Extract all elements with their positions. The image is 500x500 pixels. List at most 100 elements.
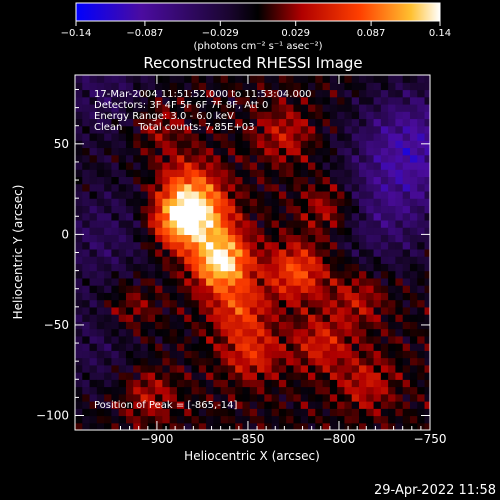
heatmap-cell: [206, 212, 214, 221]
heatmap-cell: [329, 343, 338, 351]
heatmap-cell: [96, 270, 105, 279]
heatmap-cell: [351, 292, 360, 301]
heatmap-cell: [380, 314, 389, 322]
heatmap-cell: [118, 263, 127, 272]
heatmap-cell: [337, 350, 346, 359]
heatmap-cell: [293, 111, 302, 120]
heatmap-cell: [286, 408, 295, 417]
heatmap-cell: [155, 350, 163, 359]
heatmap-cell: [169, 118, 178, 127]
heatmap-cell: [162, 118, 171, 127]
heatmap-cell: [257, 82, 265, 91]
heatmap-cell: [329, 248, 338, 257]
heatmap-cell: [140, 335, 149, 344]
heatmap-cell: [315, 335, 324, 344]
heatmap-cell: [249, 161, 258, 170]
heatmap-cell: [125, 234, 134, 243]
heatmap-cell: [133, 205, 142, 214]
heatmap-cell: [395, 350, 404, 359]
heatmap-cell: [278, 212, 287, 221]
heatmap-cell: [286, 328, 295, 337]
heatmap-cell: [424, 422, 430, 430]
colorbar-tick-label: −0.029: [202, 28, 239, 39]
heatmap-cell: [322, 125, 331, 134]
heatmap-cell: [242, 96, 251, 105]
heatmap-cell: [380, 154, 389, 163]
heatmap-cell: [169, 270, 178, 279]
heatmap-cell: [198, 350, 207, 359]
heatmap-cell: [264, 379, 273, 388]
heatmap-cell: [96, 169, 105, 178]
heatmap-cell: [242, 190, 251, 199]
heatmap-cell: [155, 285, 163, 293]
heatmap-cell: [162, 183, 171, 192]
heatmap-cell: [242, 277, 251, 286]
heatmap-cell: [337, 256, 346, 264]
heatmap-cell: [293, 314, 302, 322]
heatmap-cell: [235, 321, 244, 330]
heatmap-cell: [366, 75, 375, 83]
heatmap-cell: [402, 147, 411, 156]
heatmap-cell: [286, 154, 295, 163]
heatmap-cell: [293, 89, 302, 98]
heatmap-cell: [271, 219, 280, 228]
heatmap-cell: [147, 386, 156, 395]
heatmap-cell: [264, 393, 273, 402]
heatmap-cell: [133, 292, 142, 301]
heatmap-cell: [359, 227, 367, 235]
heatmap-cell: [366, 103, 375, 112]
heatmap-cell: [366, 125, 375, 134]
heatmap-cell: [249, 154, 258, 163]
heatmap-cell: [206, 169, 214, 178]
heatmap-cell: [337, 248, 346, 257]
heatmap-cell: [227, 357, 236, 366]
heatmap-cell: [424, 205, 430, 214]
heatmap-cell: [315, 82, 324, 91]
heatmap-cell: [125, 241, 134, 250]
heatmap-cell: [351, 263, 360, 272]
heatmap-cell: [264, 89, 273, 98]
heatmap-cell: [140, 343, 149, 351]
heatmap-cell: [213, 314, 222, 322]
heatmap-cell: [249, 176, 258, 185]
heatmap-cell: [409, 299, 418, 308]
heatmap-cell: [176, 270, 185, 279]
heatmap-cell: [162, 357, 171, 366]
heatmap-cell: [395, 415, 404, 424]
heatmap-cell: [176, 161, 185, 170]
heatmap-cell: [308, 270, 316, 279]
heatmap-cell: [125, 111, 134, 120]
heatmap-cell: [315, 154, 324, 163]
heatmap-cell: [75, 386, 83, 395]
heatmap-cell: [198, 212, 207, 221]
heatmap-cell: [133, 118, 142, 127]
heatmap-cell: [359, 190, 367, 199]
heatmap-cell: [344, 415, 353, 424]
heatmap-cell: [89, 263, 98, 272]
heatmap-cell: [286, 379, 295, 388]
heatmap-cell: [395, 118, 404, 127]
heatmap-cell: [417, 234, 426, 243]
heatmap-cell: [388, 118, 397, 127]
heatmap-cell: [133, 277, 142, 286]
heatmap-cell: [140, 299, 149, 308]
heatmap-cell: [242, 270, 251, 279]
heatmap-cell: [322, 96, 331, 105]
heatmap-cell: [337, 219, 346, 228]
heatmap-cell: [176, 241, 185, 250]
heatmap-cell: [82, 277, 91, 286]
heatmap-cell: [104, 241, 113, 250]
heatmap-cell: [417, 103, 426, 112]
heatmap-cell: [82, 285, 91, 293]
heatmap-cell: [206, 422, 214, 430]
heatmap-cell: [308, 379, 316, 388]
heatmap-cell: [308, 335, 316, 344]
heatmap-cell: [424, 364, 430, 373]
heatmap-cell: [89, 234, 98, 243]
heatmap-cell: [104, 103, 113, 112]
heatmap-cell: [191, 408, 200, 417]
heatmap-cell: [373, 234, 382, 243]
heatmap-cell: [359, 372, 367, 380]
heatmap-cell: [337, 118, 346, 127]
heatmap-cell: [286, 292, 295, 301]
